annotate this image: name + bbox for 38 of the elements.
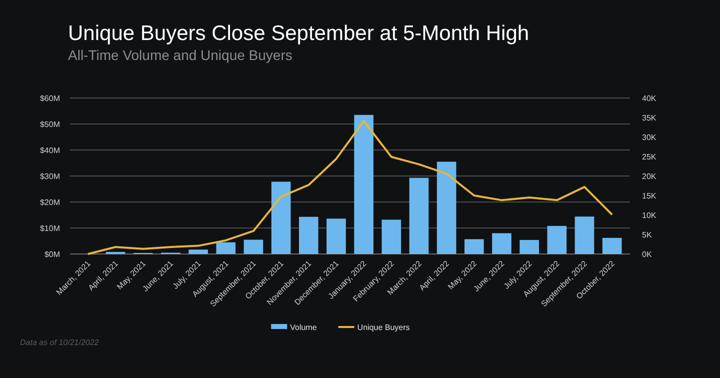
chart-subtitle: All-Time Volume and Unique Buyers xyxy=(68,47,292,63)
chart-title: Unique Buyers Close September at 5-Month High xyxy=(68,22,530,45)
legend-label: Unique Buyers xyxy=(357,323,410,332)
bar xyxy=(382,220,402,254)
y2-tick-label: 20K xyxy=(642,172,657,181)
y2-tick-label: 15K xyxy=(642,192,657,200)
line-series xyxy=(86,120,614,255)
y-tick-label: $0M xyxy=(44,250,60,259)
bar xyxy=(216,242,236,254)
y2-tick-label: 40K xyxy=(642,94,657,103)
y-tick-label: $10M xyxy=(40,224,60,233)
bar xyxy=(436,162,456,254)
bar xyxy=(271,182,291,254)
y-tick-label: $20M xyxy=(40,198,60,207)
bar xyxy=(409,178,429,254)
bar xyxy=(188,250,208,254)
bar xyxy=(464,239,484,254)
y2-tick-label: 25K xyxy=(642,152,657,162)
y-tick-label: $30M xyxy=(40,172,60,181)
bar xyxy=(520,240,539,254)
y2-tick-label: 35K xyxy=(642,114,657,122)
bar xyxy=(574,216,594,254)
y-tick-label: $50M xyxy=(40,120,60,129)
y-tick-label: $60M xyxy=(40,94,60,103)
y2-tick-label: 0K xyxy=(642,250,652,259)
bar xyxy=(326,218,346,254)
text: Data as of 10/21/2022 xyxy=(20,338,100,347)
y2-tick-label: 10K xyxy=(642,211,657,220)
bar xyxy=(547,226,567,254)
bar xyxy=(492,233,512,254)
bar xyxy=(298,216,318,254)
bar xyxy=(244,240,264,254)
y2-tick-label: 30K xyxy=(642,133,657,142)
y-tick-label: $40M xyxy=(40,146,60,155)
legend-label: Volume xyxy=(290,323,318,332)
bar xyxy=(354,114,374,254)
y2-tick-label: 5K xyxy=(642,230,652,240)
bar xyxy=(602,238,622,254)
